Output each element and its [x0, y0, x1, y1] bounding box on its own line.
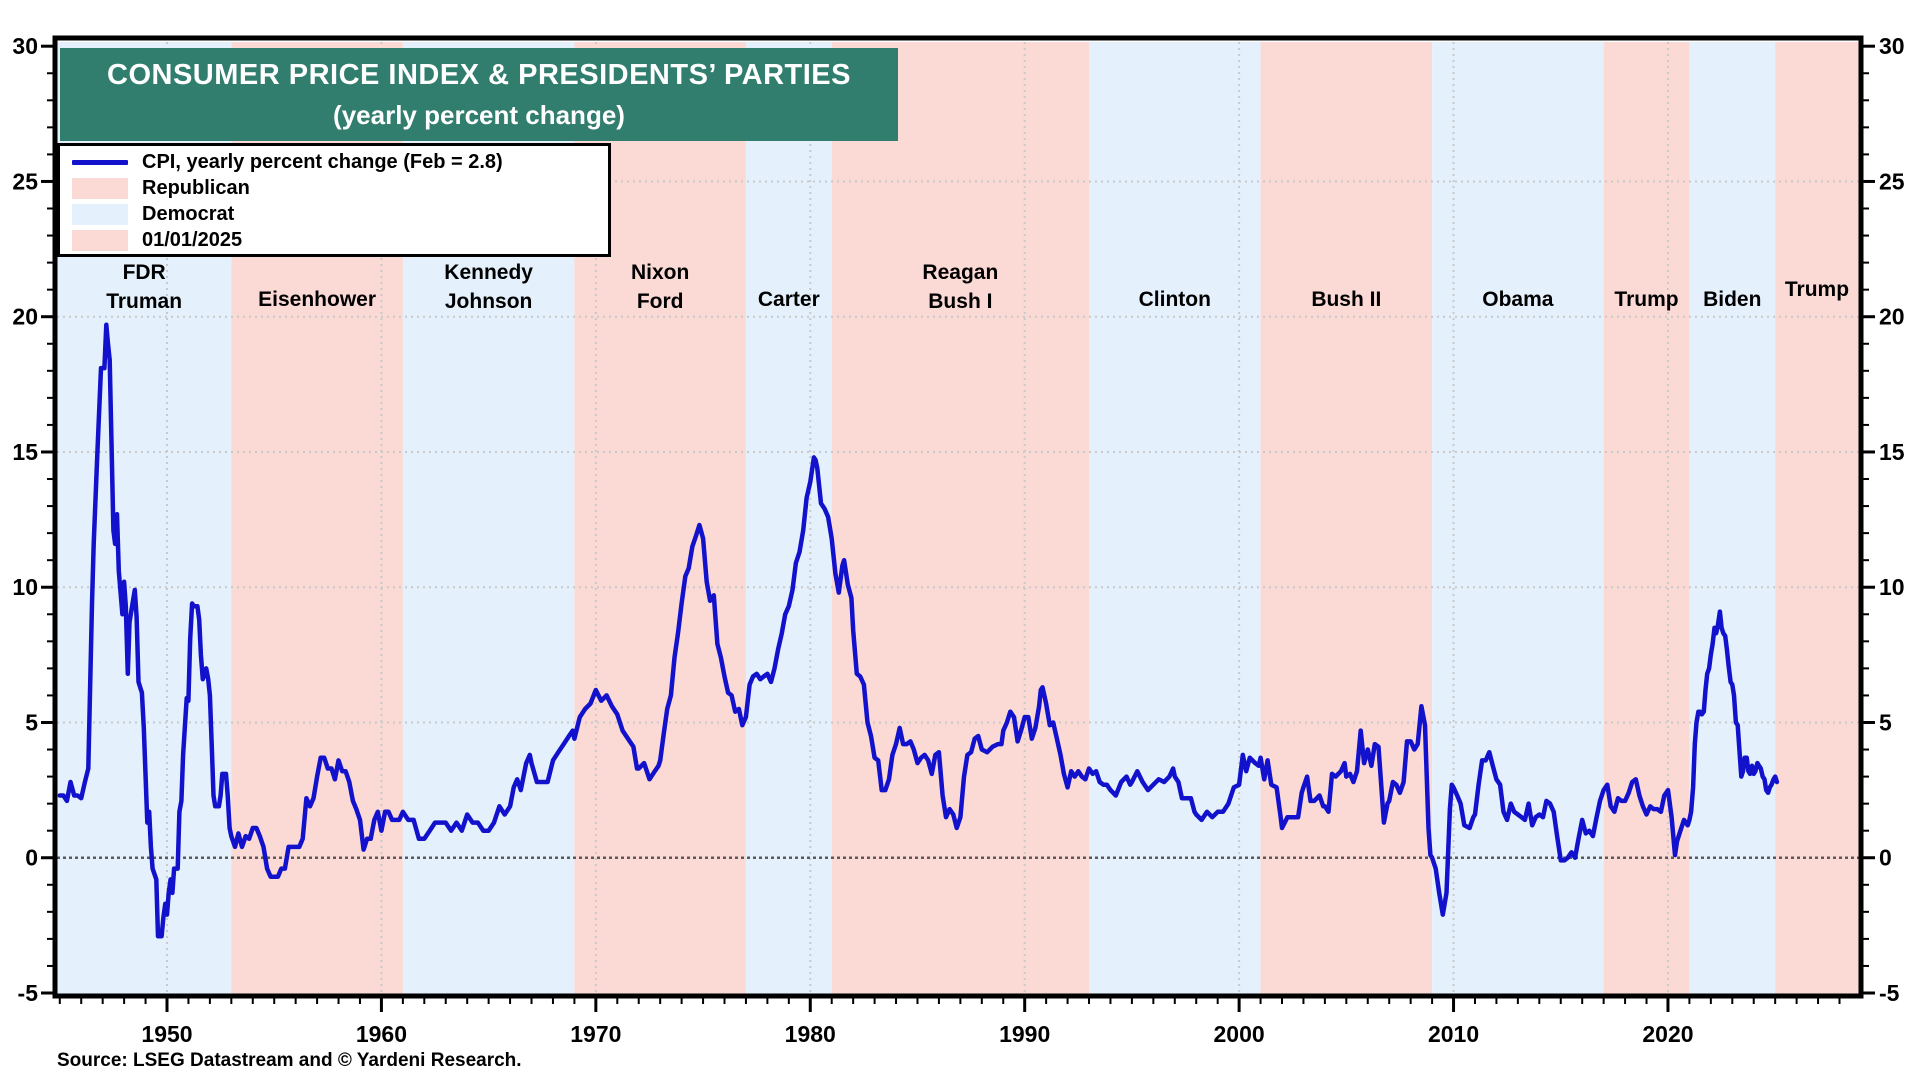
- chart-subtitle: (yearly percent change): [333, 100, 625, 130]
- y-axis-label-left-20: 20: [12, 304, 38, 330]
- party-band-7-bush-ii: [1260, 42, 1433, 994]
- y-axis-label-right-20: 20: [1879, 304, 1905, 330]
- party-band-11-trump: [1775, 42, 1859, 994]
- party-band-8-obama: [1432, 42, 1604, 994]
- y-axis-label-right-5: 5: [1879, 709, 1892, 735]
- legend-label-inauguration-date: 01/01/2025: [142, 229, 243, 251]
- legend-item-democrat: Democrat: [72, 201, 608, 227]
- y-axis-label-left-25: 25: [12, 168, 38, 194]
- y-axis-label-left-15: 15: [12, 439, 38, 465]
- y-axis-label-left-0: 0: [25, 845, 38, 871]
- y-axis-label-right-30: 30: [1879, 33, 1905, 59]
- y-axis-label-left--5: -5: [18, 980, 39, 1006]
- legend-item-inauguration-date: 01/01/2025: [72, 227, 608, 253]
- y-axis-label-left-5: 5: [25, 709, 38, 735]
- president-label-3-ford: Ford: [637, 290, 684, 313]
- president-label-5-reagan: Reagan: [922, 261, 998, 284]
- democrat-swatch-icon: [72, 203, 130, 225]
- inauguration-swatch-icon: [72, 229, 130, 251]
- y-axis-label-right--5: -5: [1879, 980, 1900, 1006]
- cpi-line: [57, 322, 1780, 939]
- president-label-1-eisenhower: Eisenhower: [258, 288, 376, 311]
- y-axis-label-right-10: 10: [1879, 574, 1905, 600]
- president-label-5-bush-i: Bush I: [928, 290, 992, 313]
- legend-label-democrat: Democrat: [142, 203, 235, 225]
- legend-label-republican: Republican: [142, 177, 250, 199]
- chart-legend: CPI, yearly percent change (Feb = 2.8) R…: [57, 143, 611, 257]
- y-axis-label-right-15: 15: [1879, 439, 1905, 465]
- x-axis-label-1960: 1960: [356, 1021, 407, 1047]
- y-axis-label-left-30: 30: [12, 33, 38, 59]
- x-axis-label-1970: 1970: [570, 1021, 621, 1047]
- x-axis-label-1990: 1990: [999, 1021, 1050, 1047]
- president-label-3-nixon: Nixon: [631, 261, 689, 284]
- chart-title: CONSUMER PRICE INDEX & PRESIDENTS’ PARTI…: [107, 59, 851, 91]
- x-axis-label-2020: 2020: [1642, 1021, 1693, 1047]
- republican-swatch-icon: [72, 177, 130, 199]
- y-axis-label-right-25: 25: [1879, 168, 1905, 194]
- x-axis-label-2000: 2000: [1214, 1021, 1265, 1047]
- president-label-6-clinton: Clinton: [1139, 288, 1211, 311]
- legend-item-cpi: CPI, yearly percent change (Feb = 2.8): [72, 149, 608, 175]
- party-band-6-clinton: [1089, 42, 1261, 994]
- president-label-10-biden: Biden: [1703, 288, 1761, 311]
- president-label-0-fdr: FDR: [123, 261, 166, 284]
- x-axis-label-2010: 2010: [1428, 1021, 1479, 1047]
- plot-frame: [52, 35, 1864, 999]
- y-axis-label-left-10: 10: [12, 574, 38, 600]
- president-label-11-trump: Trump: [1785, 278, 1849, 301]
- legend-label-cpi: CPI, yearly percent change (Feb = 2.8): [142, 151, 503, 173]
- president-label-7-bush-ii: Bush II: [1311, 288, 1381, 311]
- president-label-8-obama: Obama: [1482, 288, 1554, 311]
- x-axis-label-1950: 1950: [141, 1021, 192, 1047]
- president-label-2-johnson: Johnson: [445, 290, 533, 313]
- party-band-5-reagan-bush-i: [831, 42, 1090, 994]
- source-attribution: Source: LSEG Datastream and © Yardeni Re…: [57, 1050, 522, 1071]
- cpi-line-swatch-icon: [72, 159, 130, 165]
- y-axis-label-right-0: 0: [1879, 845, 1892, 871]
- president-label-9-trump: Trump: [1614, 288, 1678, 311]
- x-axis-label-1980: 1980: [785, 1021, 836, 1047]
- legend-item-republican: Republican: [72, 175, 608, 201]
- president-label-4-carter: Carter: [758, 288, 820, 311]
- party-band-4-carter: [745, 42, 832, 994]
- president-label-0-truman: Truman: [106, 290, 182, 313]
- party-band-10-biden: [1689, 42, 1776, 994]
- president-label-2-kennedy: Kennedy: [444, 261, 533, 284]
- chart-title-box: CONSUMER PRICE INDEX & PRESIDENTS’ PARTI…: [60, 48, 898, 141]
